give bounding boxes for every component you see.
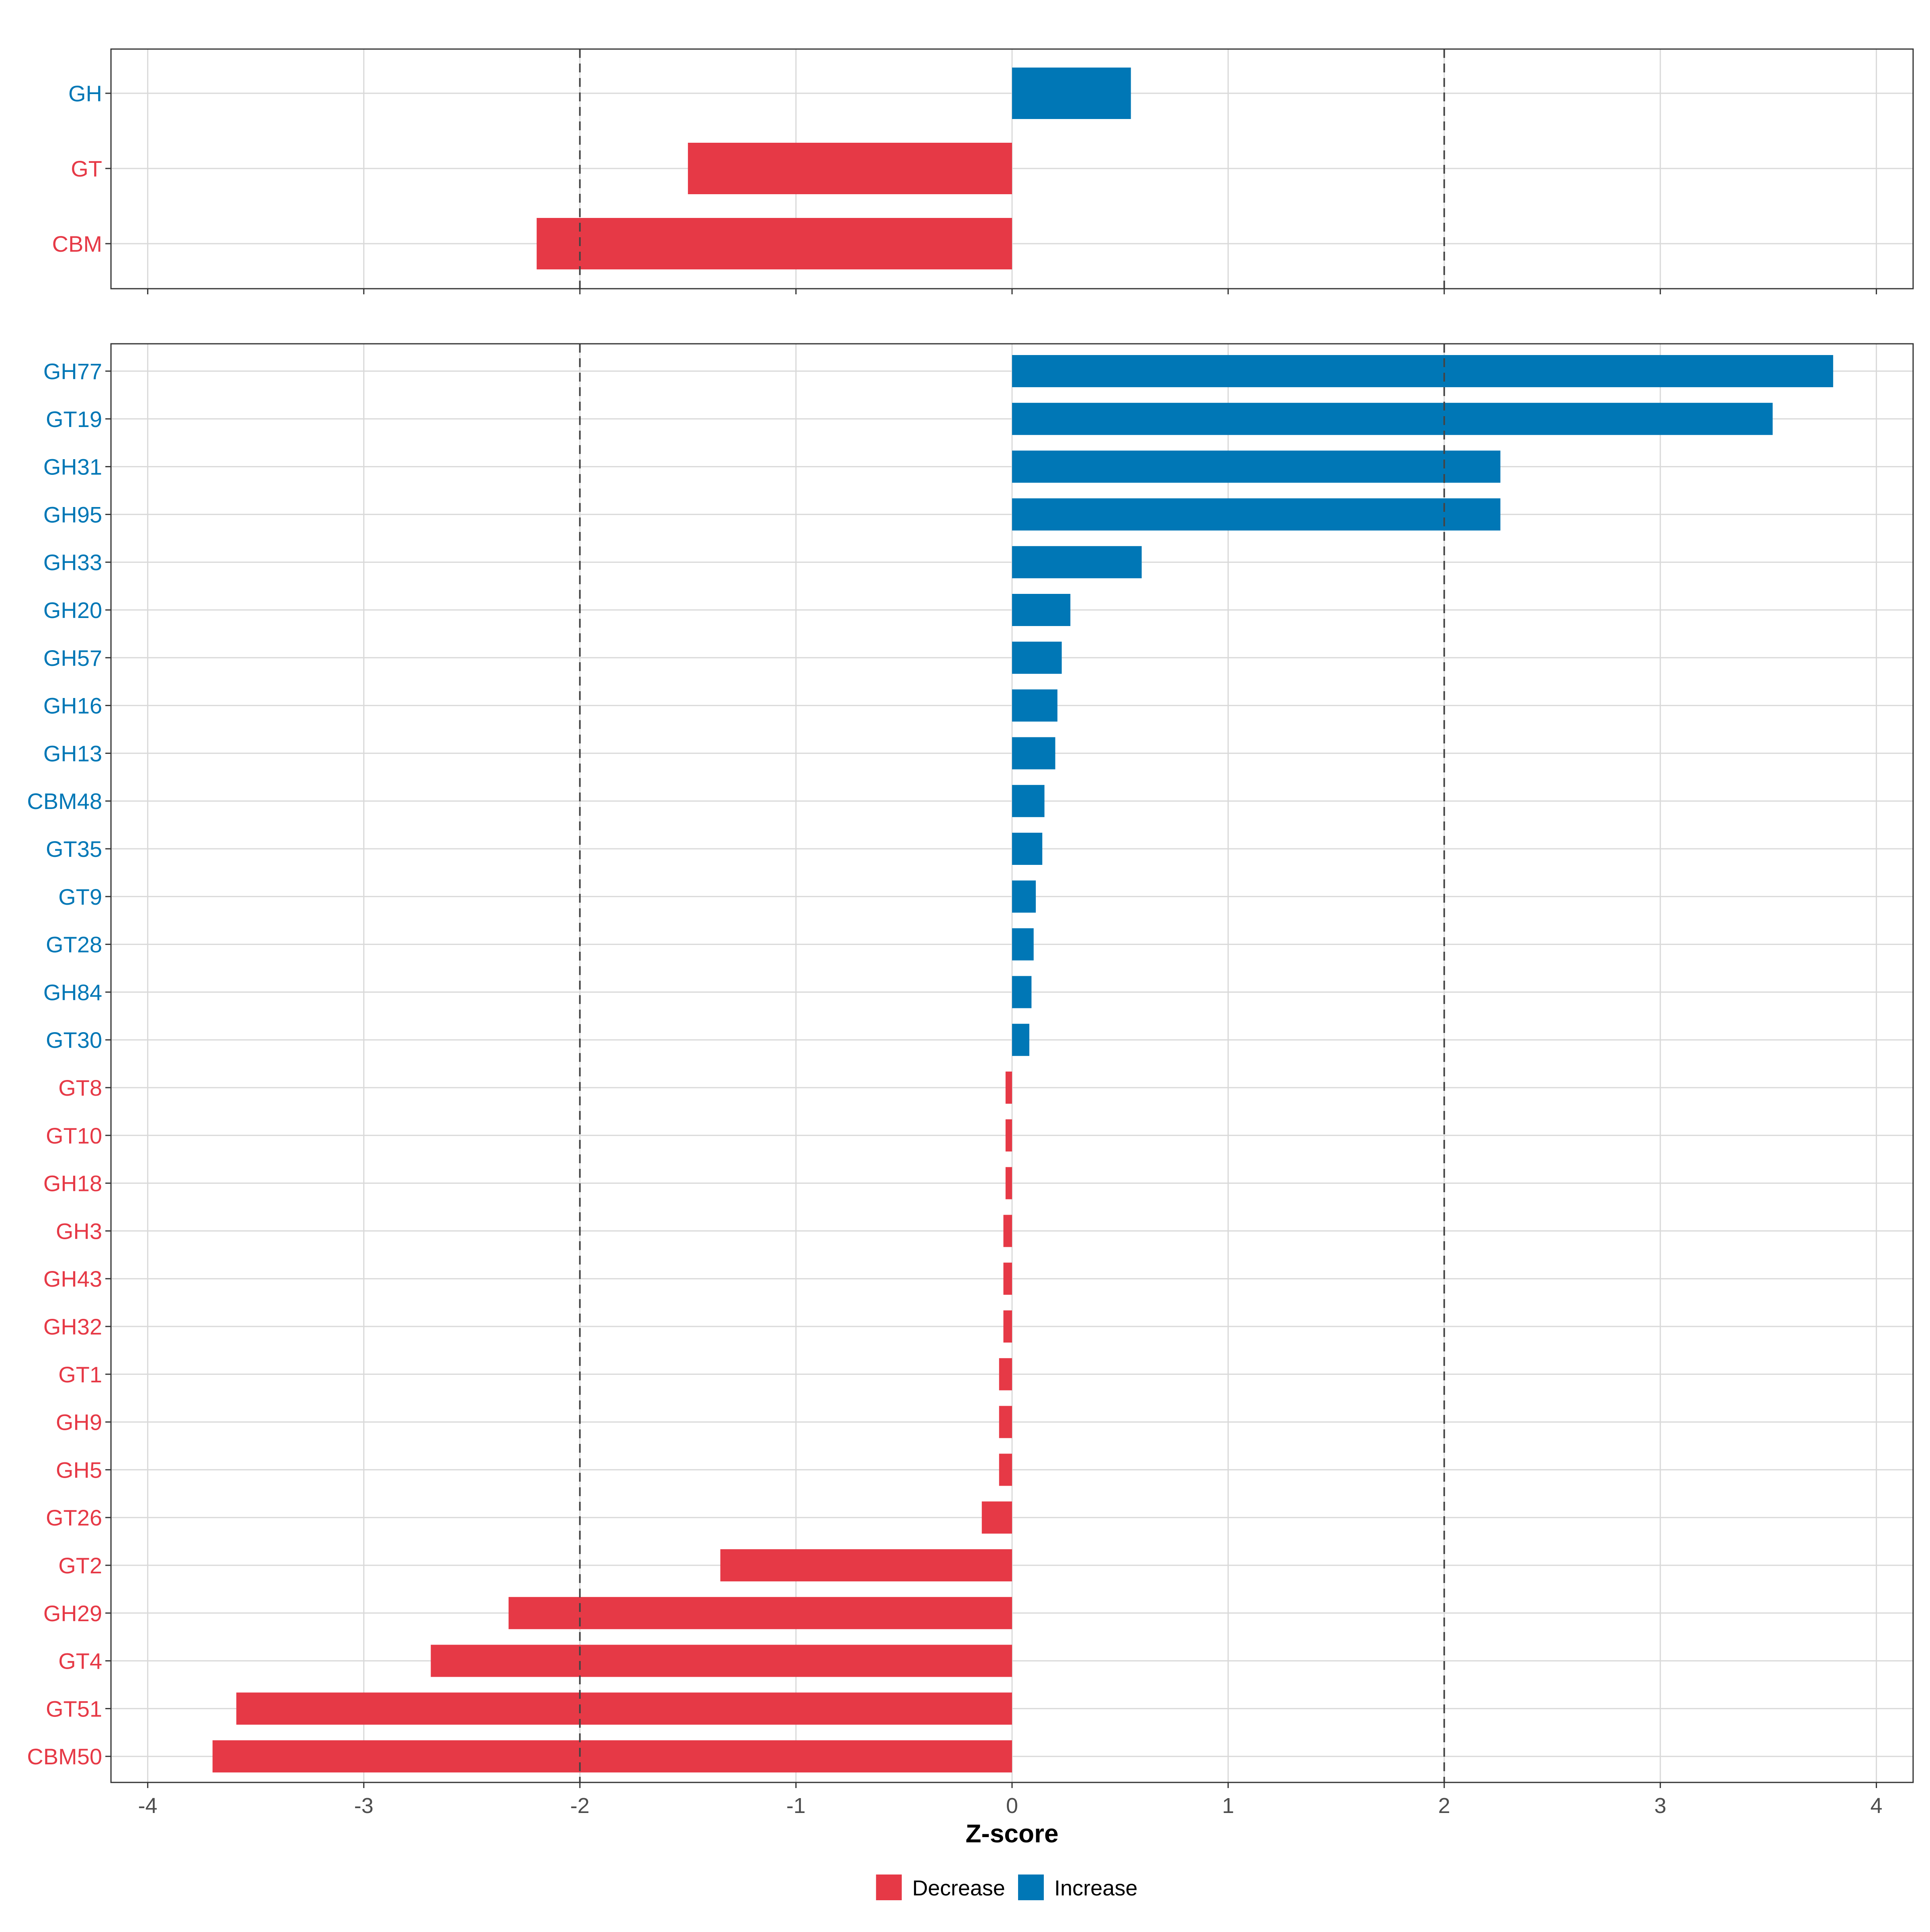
bar-gt51 — [236, 1692, 1012, 1725]
bar-gt2 — [720, 1549, 1012, 1581]
category-label-gt51: GT51 — [46, 1696, 102, 1721]
category-label-cbm50: CBM50 — [27, 1744, 102, 1769]
category-label-gh84: GH84 — [43, 979, 102, 1005]
x-tick-label: 0 — [1006, 1794, 1018, 1818]
category-label-cbm: CBM — [52, 231, 102, 257]
category-label-gh77: GH77 — [43, 359, 102, 384]
bar-gh77 — [1012, 355, 1834, 387]
category-label-cbm48: CBM48 — [27, 788, 102, 814]
bar-layer — [212, 68, 1834, 1773]
bar-gh33 — [1012, 546, 1142, 579]
category-label-gt35: GT35 — [46, 836, 102, 862]
category-label-gh18: GH18 — [43, 1171, 102, 1196]
bar-gt4 — [431, 1645, 1012, 1677]
bar-gh3 — [1003, 1215, 1012, 1247]
bar-gh16 — [1012, 689, 1057, 722]
category-label-gh43: GH43 — [43, 1266, 102, 1291]
category-label-gh: GH — [68, 81, 102, 106]
x-tick-label: 3 — [1654, 1794, 1666, 1818]
legend-swatch-increase — [1018, 1875, 1044, 1900]
bar-gt1 — [999, 1358, 1012, 1390]
category-label-gh20: GH20 — [43, 597, 102, 623]
category-label-gh57: GH57 — [43, 645, 102, 671]
category-label-gh29: GH29 — [43, 1601, 102, 1626]
bar-gh29 — [508, 1597, 1012, 1629]
x-tick-label: -2 — [570, 1794, 589, 1818]
category-label-gt26: GT26 — [46, 1505, 102, 1530]
bar-gh43 — [1003, 1263, 1012, 1295]
x-axis-title: Z-score — [965, 1819, 1058, 1848]
category-label-gh31: GH31 — [43, 454, 102, 480]
category-label-gt30: GT30 — [46, 1027, 102, 1053]
category-label-gh13: GH13 — [43, 741, 102, 766]
category-label-gt1: GT1 — [58, 1362, 102, 1387]
x-tick-label: -3 — [354, 1794, 374, 1818]
bar-gt9 — [1012, 880, 1036, 913]
reference-line-layer — [579, 49, 1445, 1782]
legend-swatch-decrease — [876, 1875, 902, 1900]
bar-gh5 — [999, 1454, 1012, 1486]
category-label-gt9: GT9 — [58, 884, 102, 910]
label-layer: GHGTCBMGH77GT19GH31GH95GH33GH20GH57GH16G… — [27, 81, 1882, 1818]
bar-gt — [688, 143, 1012, 194]
category-label-gh33: GH33 — [43, 550, 102, 575]
bar-gt28 — [1012, 928, 1034, 961]
category-label-gt19: GT19 — [46, 407, 102, 432]
category-label-gh9: GH9 — [56, 1410, 102, 1435]
category-label-gt10: GT10 — [46, 1123, 102, 1148]
bar-gh9 — [999, 1406, 1012, 1438]
bar-gt30 — [1012, 1024, 1029, 1056]
bar-gt19 — [1012, 402, 1773, 435]
category-label-gh3: GH3 — [56, 1218, 102, 1244]
legend-label-increase: Increase — [1054, 1876, 1137, 1900]
bar-gh95 — [1012, 498, 1501, 531]
bar-gh20 — [1012, 594, 1071, 626]
bar-gh18 — [1005, 1167, 1012, 1199]
bar-gh31 — [1012, 450, 1501, 483]
bar-cbm50 — [212, 1740, 1012, 1773]
bar-gt26 — [981, 1501, 1012, 1534]
category-label-gt2: GT2 — [58, 1553, 102, 1578]
bar-gh13 — [1012, 737, 1055, 770]
bar-gh84 — [1012, 976, 1032, 1008]
x-tick-label: 2 — [1438, 1794, 1450, 1818]
category-label-gt28: GT28 — [46, 932, 102, 957]
x-tick-label: 1 — [1222, 1794, 1234, 1818]
bar-gt10 — [1005, 1119, 1012, 1152]
x-tick-label: -4 — [138, 1794, 157, 1818]
bar-gh57 — [1012, 641, 1062, 674]
legend: Decrease Increase — [876, 1875, 1137, 1900]
legend-label-decrease: Decrease — [912, 1876, 1005, 1900]
category-label-gt: GT — [71, 156, 102, 181]
bar-gh32 — [1003, 1310, 1012, 1343]
category-label-gh5: GH5 — [56, 1457, 102, 1482]
category-label-gh16: GH16 — [43, 693, 102, 719]
bar-gt8 — [1005, 1072, 1012, 1104]
category-label-gt4: GT4 — [58, 1649, 102, 1674]
category-label-gt8: GT8 — [58, 1075, 102, 1100]
bar-gh — [1012, 68, 1131, 119]
category-label-gh95: GH95 — [43, 502, 102, 527]
bar-cbm — [536, 218, 1012, 269]
category-label-gh32: GH32 — [43, 1314, 102, 1339]
x-tick-label: -1 — [786, 1794, 806, 1818]
bar-gt35 — [1012, 833, 1043, 865]
x-tick-label: 4 — [1870, 1794, 1883, 1818]
bar-cbm48 — [1012, 785, 1045, 817]
